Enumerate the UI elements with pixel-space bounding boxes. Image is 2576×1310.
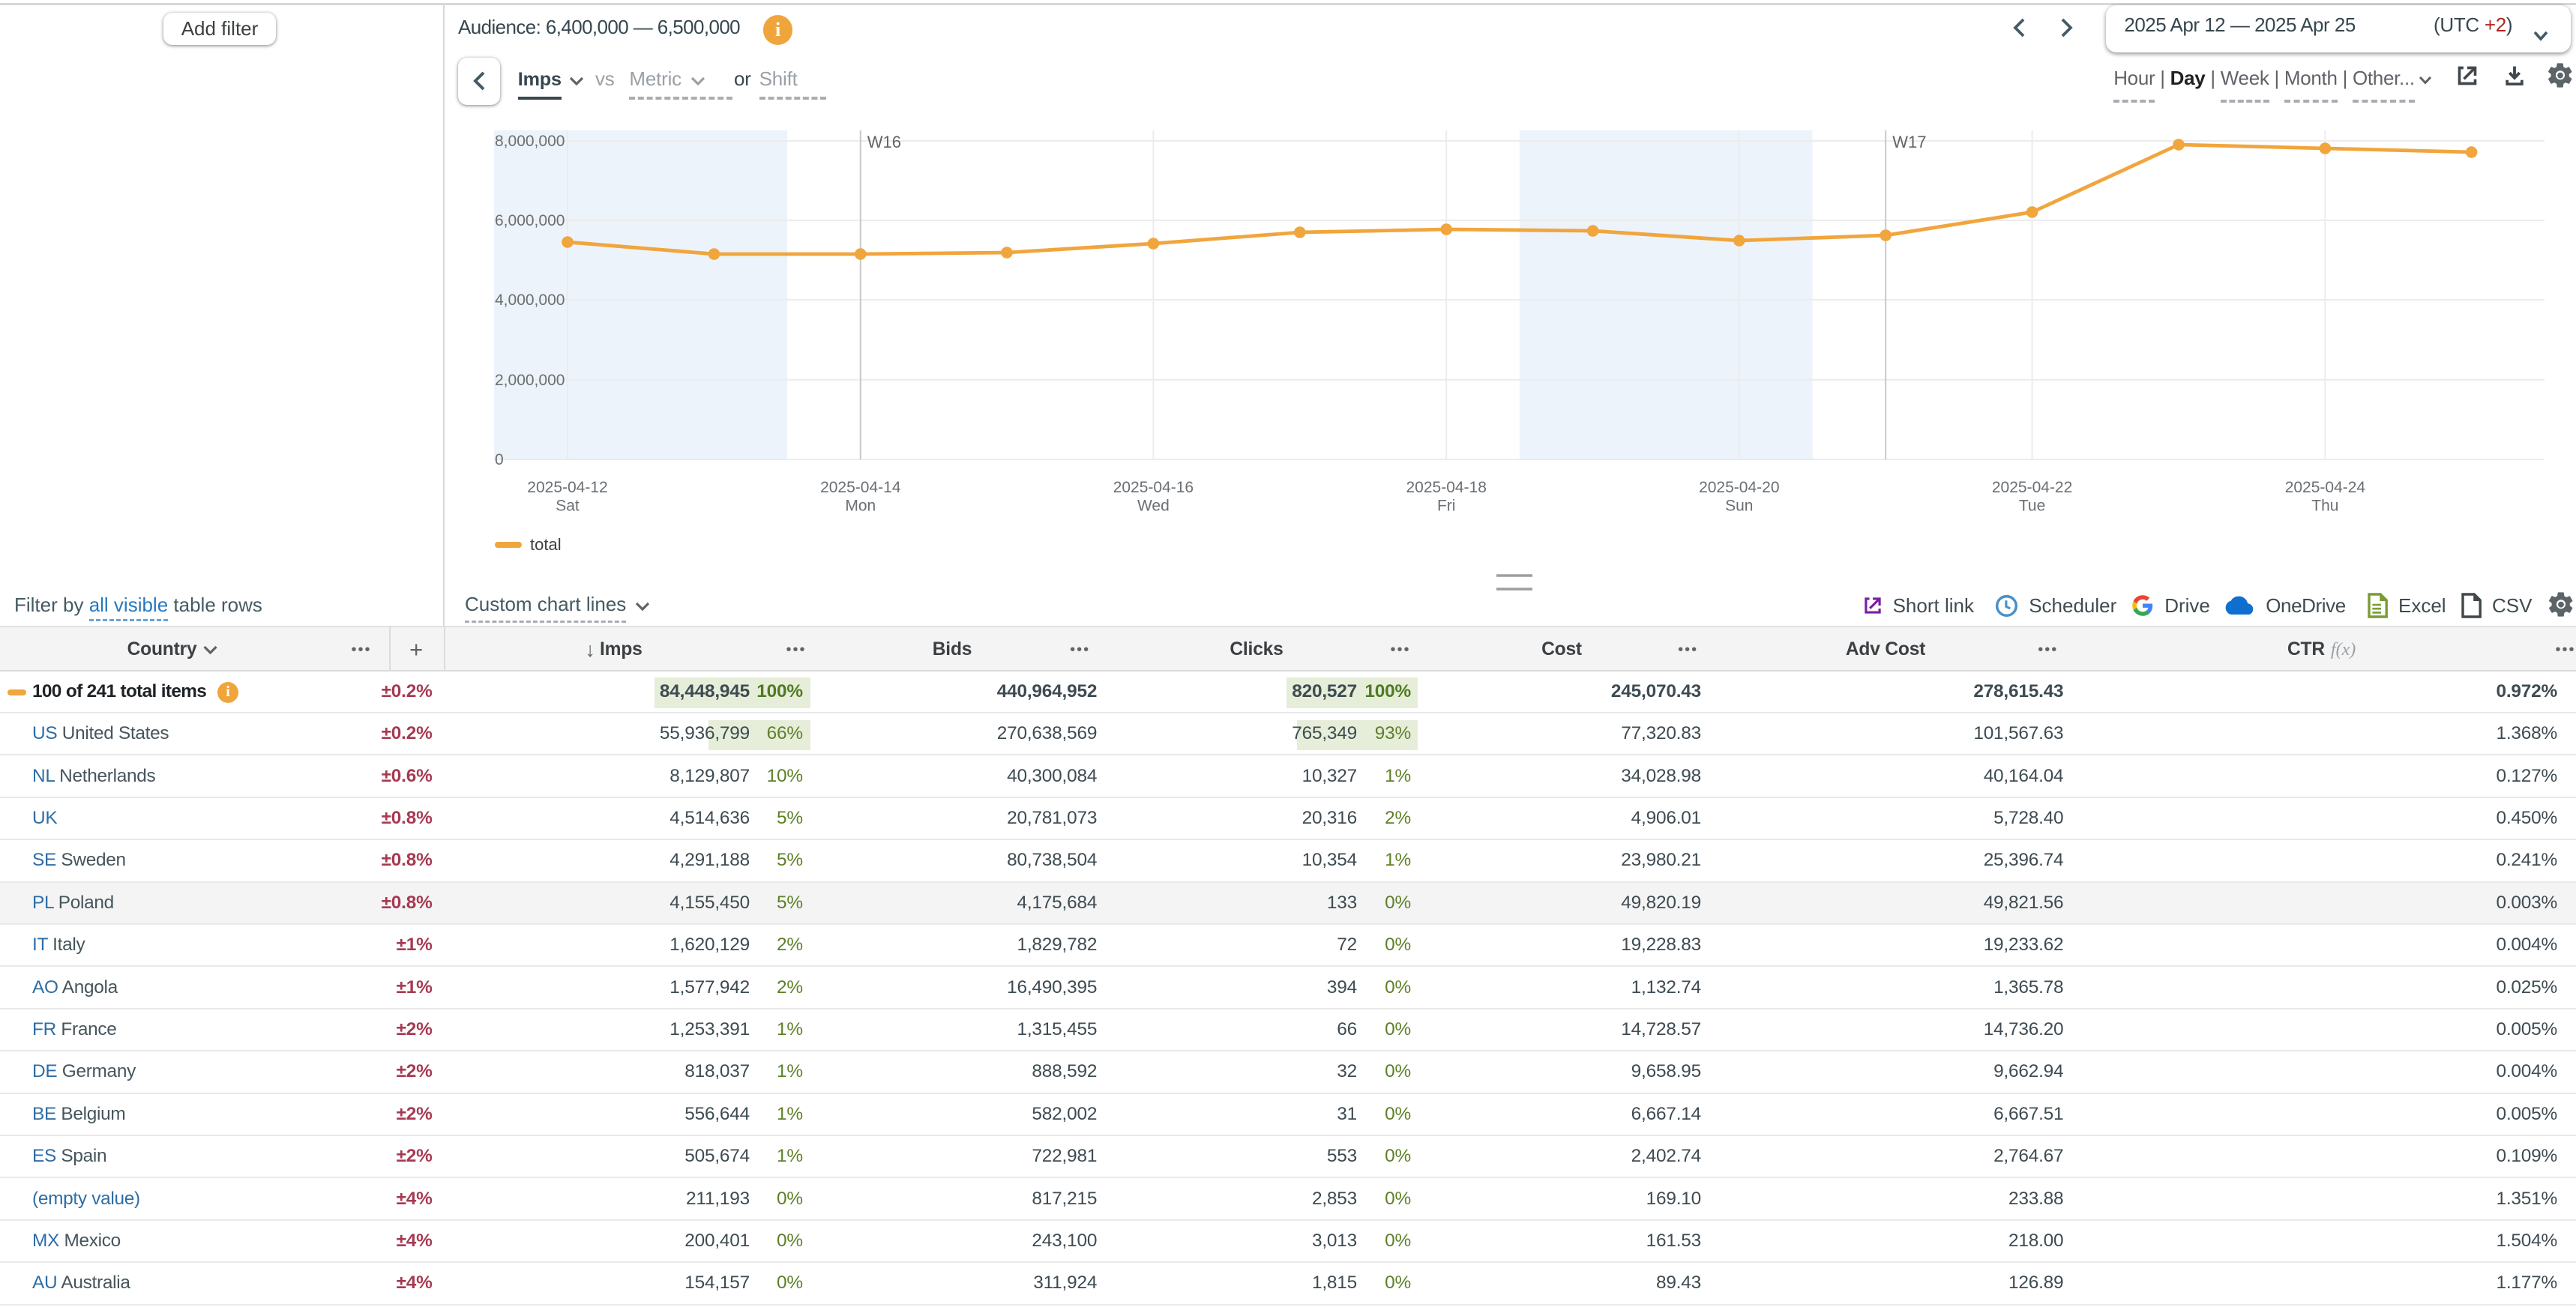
svg-text:8,000,000: 8,000,000 xyxy=(495,133,565,150)
svg-text:Wed: Wed xyxy=(1137,498,1170,515)
svg-text:total: total xyxy=(530,535,562,554)
svg-text:2025-04-22: 2025-04-22 xyxy=(1992,479,2072,496)
svg-text:Thu: Thu xyxy=(2311,498,2338,515)
svg-text:Mon: Mon xyxy=(845,498,876,515)
svg-text:2025-04-12: 2025-04-12 xyxy=(527,479,607,496)
svg-text:Sat: Sat xyxy=(556,498,580,515)
svg-text:Tue: Tue xyxy=(2019,498,2045,515)
svg-text:W16: W16 xyxy=(867,133,901,151)
svg-text:Fri: Fri xyxy=(1437,498,1456,515)
svg-text:2025-04-24: 2025-04-24 xyxy=(2285,479,2366,496)
svg-text:Sun: Sun xyxy=(1725,498,1753,515)
svg-text:2025-04-20: 2025-04-20 xyxy=(1699,479,1779,496)
svg-text:2025-04-14: 2025-04-14 xyxy=(820,479,901,496)
svg-text:4,000,000: 4,000,000 xyxy=(495,292,565,309)
svg-text:0: 0 xyxy=(495,451,504,468)
svg-text:6,000,000: 6,000,000 xyxy=(495,212,565,229)
svg-text:2025-04-16: 2025-04-16 xyxy=(1113,479,1194,496)
svg-text:2025-04-18: 2025-04-18 xyxy=(1406,479,1486,496)
svg-text:W17: W17 xyxy=(1892,133,1926,151)
svg-text:2,000,000: 2,000,000 xyxy=(495,372,565,389)
